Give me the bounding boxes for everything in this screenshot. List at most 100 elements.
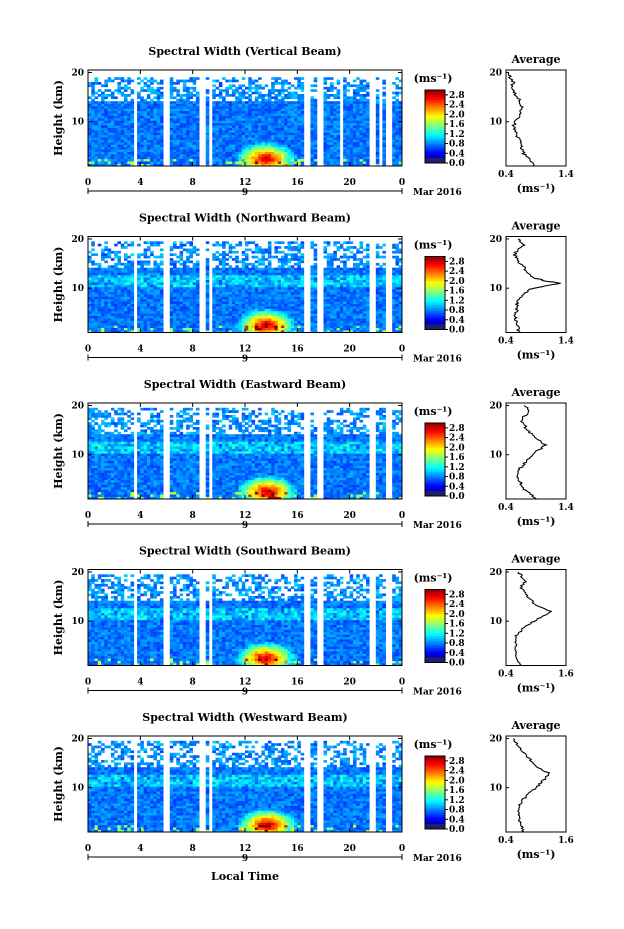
heatmap-cell [379,294,383,297]
heatmap-cell [313,291,318,295]
heatmap-cell [140,106,144,109]
heatmap-cell [294,156,298,160]
heatmap-cell [333,158,337,162]
heatmap-cell [173,149,177,152]
heatmap-cell [323,158,328,162]
heatmap-cell [346,301,350,304]
colorbar-swatch [425,99,445,103]
heatmap-cell [254,98,259,102]
heatmap-cell [261,156,265,160]
heatmap-cell [294,327,298,331]
heatmap-cell [359,79,364,83]
heatmap-cell [146,306,151,309]
heatmap-cell [182,82,187,85]
heatmap-cell [392,325,396,328]
heatmap-cell [215,322,220,326]
heatmap-cell [241,322,246,326]
heatmap-cell [179,122,184,126]
heatmap-cell [323,272,328,276]
heatmap-cell [182,296,187,300]
heatmap-cell [123,318,128,321]
heatmap-cell [169,277,174,280]
heatmap-cell [225,301,229,304]
heatmap-cell [215,163,220,167]
heatmap-cell [228,294,233,297]
heatmap-cell [137,154,141,157]
heatmap-cell [323,282,328,285]
heatmap-cell [225,144,229,148]
heatmap-cell [130,322,135,326]
heatmap-cell [336,122,341,126]
heatmap-cell [123,110,128,114]
heatmap-cell [359,106,364,109]
heatmap-cell [231,137,236,140]
heatmap-cell [231,272,236,276]
heatmap-cell [398,318,403,321]
heatmap-cell [146,279,151,283]
heatmap-cell [359,294,364,297]
heatmap-cell [294,77,298,80]
heatmap-cell [146,94,151,97]
heatmap-cell [88,163,92,167]
heatmap-cell [277,103,282,107]
heatmap-cell [222,279,226,283]
heatmap-cell [264,144,269,148]
heatmap-cell [398,330,403,333]
heatmap-cell [323,96,328,100]
heatmap-cell [271,274,275,278]
heatmap-cell [192,139,197,143]
heatmap-cell [169,77,174,80]
heatmap-cell [114,163,118,167]
heatmap-cell [189,113,193,116]
heatmap-cell [274,132,279,136]
heatmap-cell [359,279,364,283]
heatmap-cell [104,103,108,107]
heatmap-cell [91,127,95,131]
heatmap-cell [274,320,279,324]
heatmap-cell [258,296,262,300]
heatmap-cell [313,142,318,145]
heatmap-cell [349,113,354,116]
heatmap-cell [398,327,403,331]
heatmap-cell [238,282,243,285]
heatmap-cell [146,277,151,280]
heatmap-cell [153,279,157,283]
heatmap-cell [140,108,144,112]
heatmap-cell [356,154,360,157]
heatmap-cell [104,115,108,119]
heatmap-cell [241,327,246,331]
heatmap-cell [117,330,122,333]
heatmap-cell [356,149,360,152]
heatmap-cell [120,77,125,80]
heatmap-cell [156,308,161,312]
heatmap-cell [264,289,269,292]
heatmap-cell [248,289,252,292]
heatmap-cell [169,113,174,116]
heatmap-cell [330,277,334,280]
heatmap-cell [398,322,403,326]
heatmap-cell [104,151,108,155]
heatmap-cell [251,286,256,290]
heatmap-cell [120,274,125,278]
heatmap-cell [192,144,197,148]
heatmap-cell [140,125,144,128]
heatmap-cell [366,322,370,326]
heatmap-cell [241,151,246,155]
heatmap-cell [238,127,243,131]
heatmap-cell [94,118,99,121]
heatmap-cell [212,308,216,312]
heatmap-cell [127,151,131,155]
heatmap-cell [333,94,337,97]
heatmap-cell [280,284,285,288]
heatmap-cell [159,96,164,100]
heatmap-cell [251,137,256,140]
heatmap-cell [398,130,403,133]
heatmap-cell [169,101,174,104]
heatmap-cell [225,289,229,292]
heatmap-cell [294,115,298,119]
heatmap-cell [284,325,288,328]
heatmap-cell [143,294,148,297]
heatmap-cell [231,144,236,148]
heatmap-cell [123,130,128,133]
heatmap-cell [336,142,341,145]
